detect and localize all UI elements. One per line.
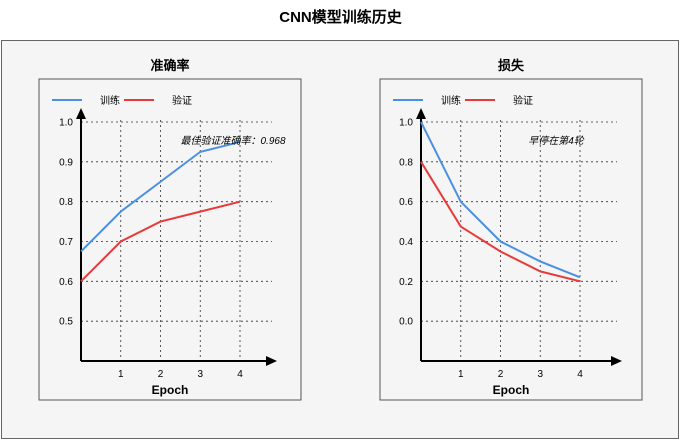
chart2-x-tick-label-1: 2 [498,369,504,380]
chart1-y-tick-label-4: 0.9 [59,157,73,168]
chart2-y-tick-label-2: 0.4 [399,237,413,248]
chart1-y-tick-label-1: 0.6 [59,277,73,288]
chart2-y-tick-label-3: 0.6 [399,197,413,208]
chart2-legend-label-1: 训练 [441,94,461,107]
chart1-x-tick-label-0: 1 [118,369,124,380]
chart1-x-tick-label-2: 3 [197,369,203,380]
chart1-y-tick-label-0: 0.5 [59,317,73,328]
chart2-y-tick-label-1: 0.2 [399,277,413,288]
chart1-series-line-1 [80,140,241,253]
chart1-annotation: 最佳验证准确率：0.968 [180,135,285,147]
chart1-panel [38,78,302,401]
chart2-annotation: 早停在第4轮 [528,135,585,147]
chart1-y-tick-label-3: 0.8 [59,197,73,208]
chart1-x-tick-label-3: 4 [237,369,243,380]
chart2-title: 损失 [498,58,525,73]
chart2-x-tick-label-3: 4 [577,369,583,380]
chart2-panel [379,78,643,401]
chart2-y-tick-label-0: 0.0 [399,317,413,328]
chart1-y-tick-label-2: 0.7 [59,237,73,248]
chart1-y-tick-label-5: 1.0 [59,118,73,129]
chart1-y-axis-arrow [76,108,86,119]
chart1-x-tick-label-1: 2 [158,369,164,380]
chart1-x-label: Epoch [152,383,189,397]
chart2-y-axis-arrow [416,108,426,119]
chart2-legend-label-2: 验证 [513,94,533,107]
chart1-title: 准确率 [150,58,189,73]
chart2-x-tick-label-0: 1 [458,369,464,380]
chart2-y-tick-label-4: 0.8 [399,157,413,168]
chart2-x-label: Epoch [493,383,530,397]
chart2-series-line-2 [420,161,581,283]
chart2-x-axis-arrow [611,356,622,366]
chart1-legend-label-2: 验证 [172,94,192,107]
chart2-y-tick-label-5: 1.0 [399,118,413,129]
chart1-x-axis-arrow [266,356,277,366]
chart2-series-line-1 [420,121,581,279]
figure-title: CNN模型训练历史 [279,9,402,26]
chart2-x-tick-label-2: 3 [537,369,543,380]
chart1-legend-label-1: 训练 [100,94,120,107]
chart1-series-line-2 [80,200,241,283]
